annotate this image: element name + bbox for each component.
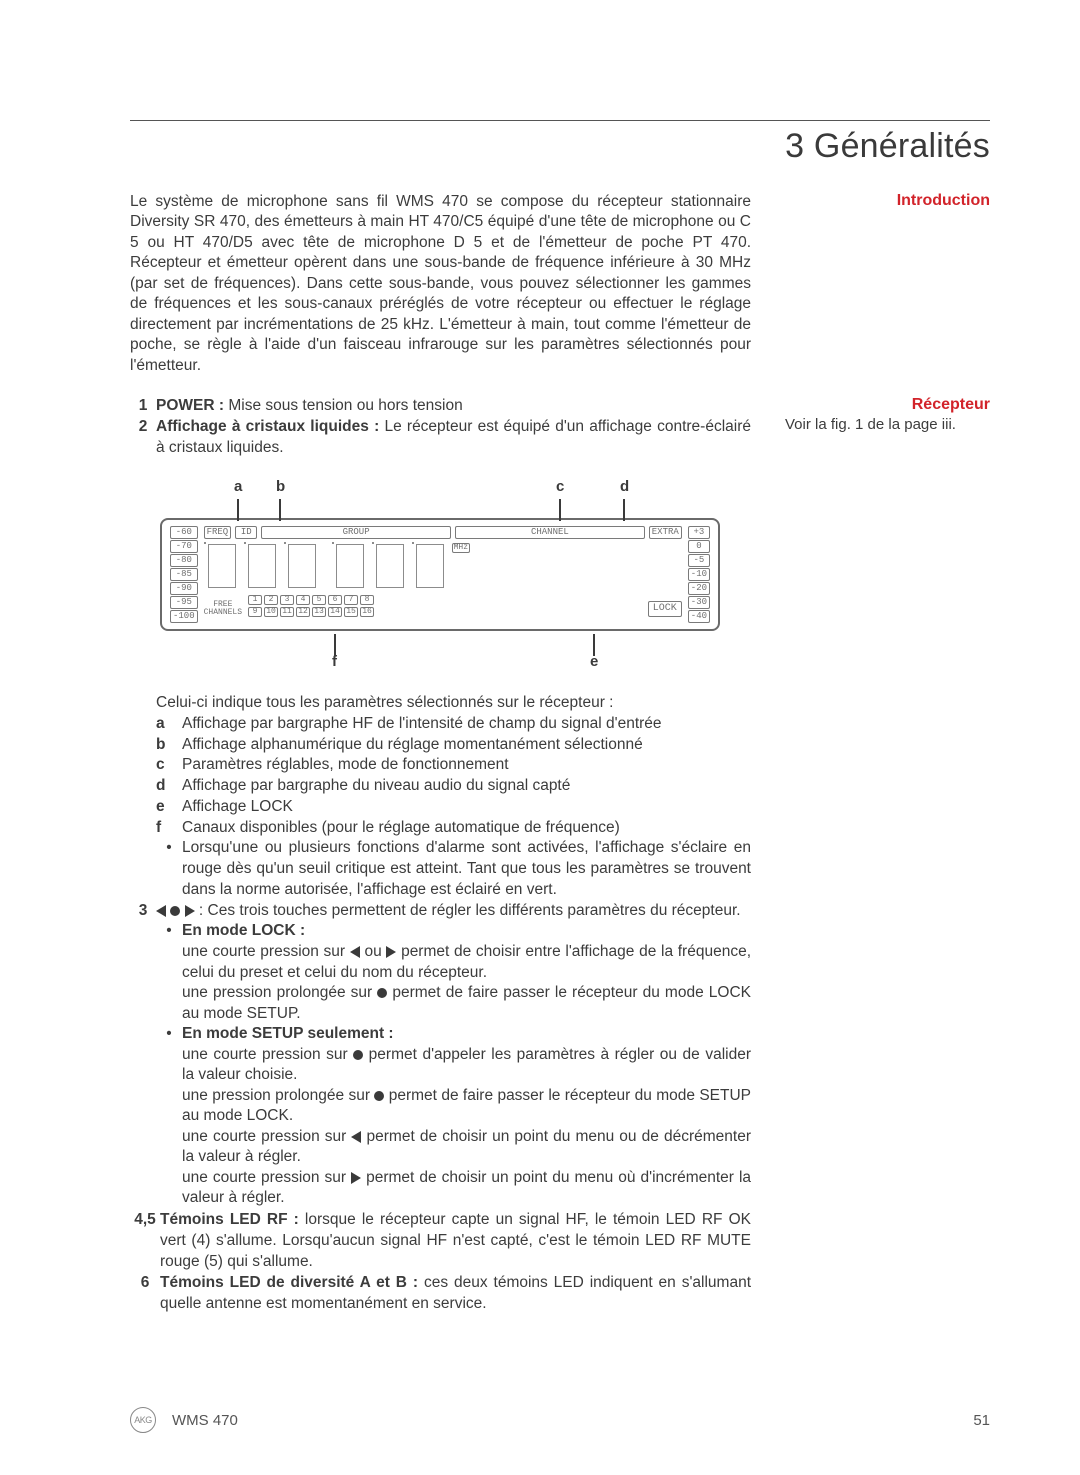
callout-c: c (556, 478, 564, 495)
left-triangle-icon (156, 905, 166, 917)
lcd-top-chips: FREQ ID GROUP CHANNEL EXTRA (204, 526, 682, 539)
right-triangle-icon (185, 905, 195, 917)
lcd-lock: LOCK (648, 601, 682, 617)
lcd-segments: MHz (204, 541, 682, 591)
side-heading-intro: Introduction (785, 192, 990, 210)
dot-icon (170, 906, 180, 916)
letter-b: bAffichage alphanumérique du réglage mom… (156, 735, 751, 756)
callout-d: d (620, 478, 629, 495)
side-heading-receiver: Récepteur (785, 396, 990, 414)
lcd-right-scale: +3 0 -5 -10 -20 -30 -40 (688, 526, 710, 623)
callout-a: a (234, 478, 242, 495)
setup-p2: une pression prolongée sur permet de fai… (182, 1086, 751, 1127)
dot-icon (377, 988, 387, 998)
setup-heading: •En mode SETUP seulement : (156, 1024, 751, 1045)
dot-icon (374, 1091, 384, 1101)
page-number: 51 (973, 1412, 990, 1429)
item-1: 1 POWER : Mise sous tension ou hors tens… (130, 396, 751, 417)
item-3: 3 : Ces trois touches permettent de régl… (130, 901, 751, 922)
setup-p3: une courte pression sur permet de choisi… (182, 1127, 751, 1168)
letter-d: dAffichage par bargraphe du niveau audio… (156, 776, 751, 797)
footer-model: WMS 470 (172, 1412, 238, 1429)
lcd-channel-nums-bottom: 9 10 11 12 13 14 15 16 (248, 607, 642, 617)
lock-heading: •En mode LOCK : (156, 921, 751, 942)
alarm-bullet: •Lorsqu'une ou plusieurs fonctions d'ala… (156, 838, 751, 900)
top-rule (130, 120, 990, 121)
letter-f: fCanaux disponibles (pour le réglage aut… (156, 818, 751, 839)
intro-paragraph: Le système de microphone sans fil WMS 47… (130, 192, 751, 376)
page-footer: AKG WMS 470 51 (130, 1407, 990, 1433)
right-triangle-icon (386, 946, 396, 958)
letter-e: eAffichage LOCK (156, 797, 751, 818)
lcd-diagram: a b c d -60 -70 -80 -85 -90 -95 -100 (160, 478, 720, 671)
letter-c: cParamètres réglables, mode de fonctionn… (156, 755, 751, 776)
letter-a: aAffichage par bargraphe HF de l'intensi… (156, 714, 751, 735)
post-diagram-intro: Celui-ci indique tous les paramètres sél… (156, 693, 751, 713)
callout-e: e (590, 653, 598, 670)
lcd-free-channels: FREE CHANNELS (204, 601, 242, 617)
setup-p4: une courte pression sur permet de choisi… (182, 1168, 751, 1209)
side-receiver-sub: Voir la fig. 1 de la page iii. (785, 416, 990, 433)
lcd-channel-nums-top: 1 2 3 4 5 6 7 8 (248, 595, 642, 605)
left-triangle-icon (351, 1131, 361, 1143)
item-2: 2 Affichage à cristaux liquides : Le réc… (130, 417, 751, 459)
callout-f: f (332, 653, 337, 670)
left-triangle-icon (350, 946, 360, 958)
item-6: 6 Témoins LED de diversité A et B : ces … (130, 1273, 751, 1315)
callout-b: b (276, 478, 285, 495)
right-triangle-icon (351, 1172, 361, 1184)
setup-p1: une courte pression sur permet d'appeler… (182, 1045, 751, 1086)
lock-p2: une pression prolongée sur permet de fai… (182, 983, 751, 1024)
item-4-5: 4,5 Témoins LED RF : lorsque le récepteu… (130, 1210, 751, 1272)
brand-logo: AKG (130, 1407, 156, 1433)
chapter-title: 3 Généralités (130, 127, 990, 166)
lock-p1: une courte pression sur ou permet de cho… (182, 942, 751, 983)
dot-icon (353, 1050, 363, 1060)
lcd-left-scale: -60 -70 -80 -85 -90 -95 -100 (170, 526, 198, 623)
